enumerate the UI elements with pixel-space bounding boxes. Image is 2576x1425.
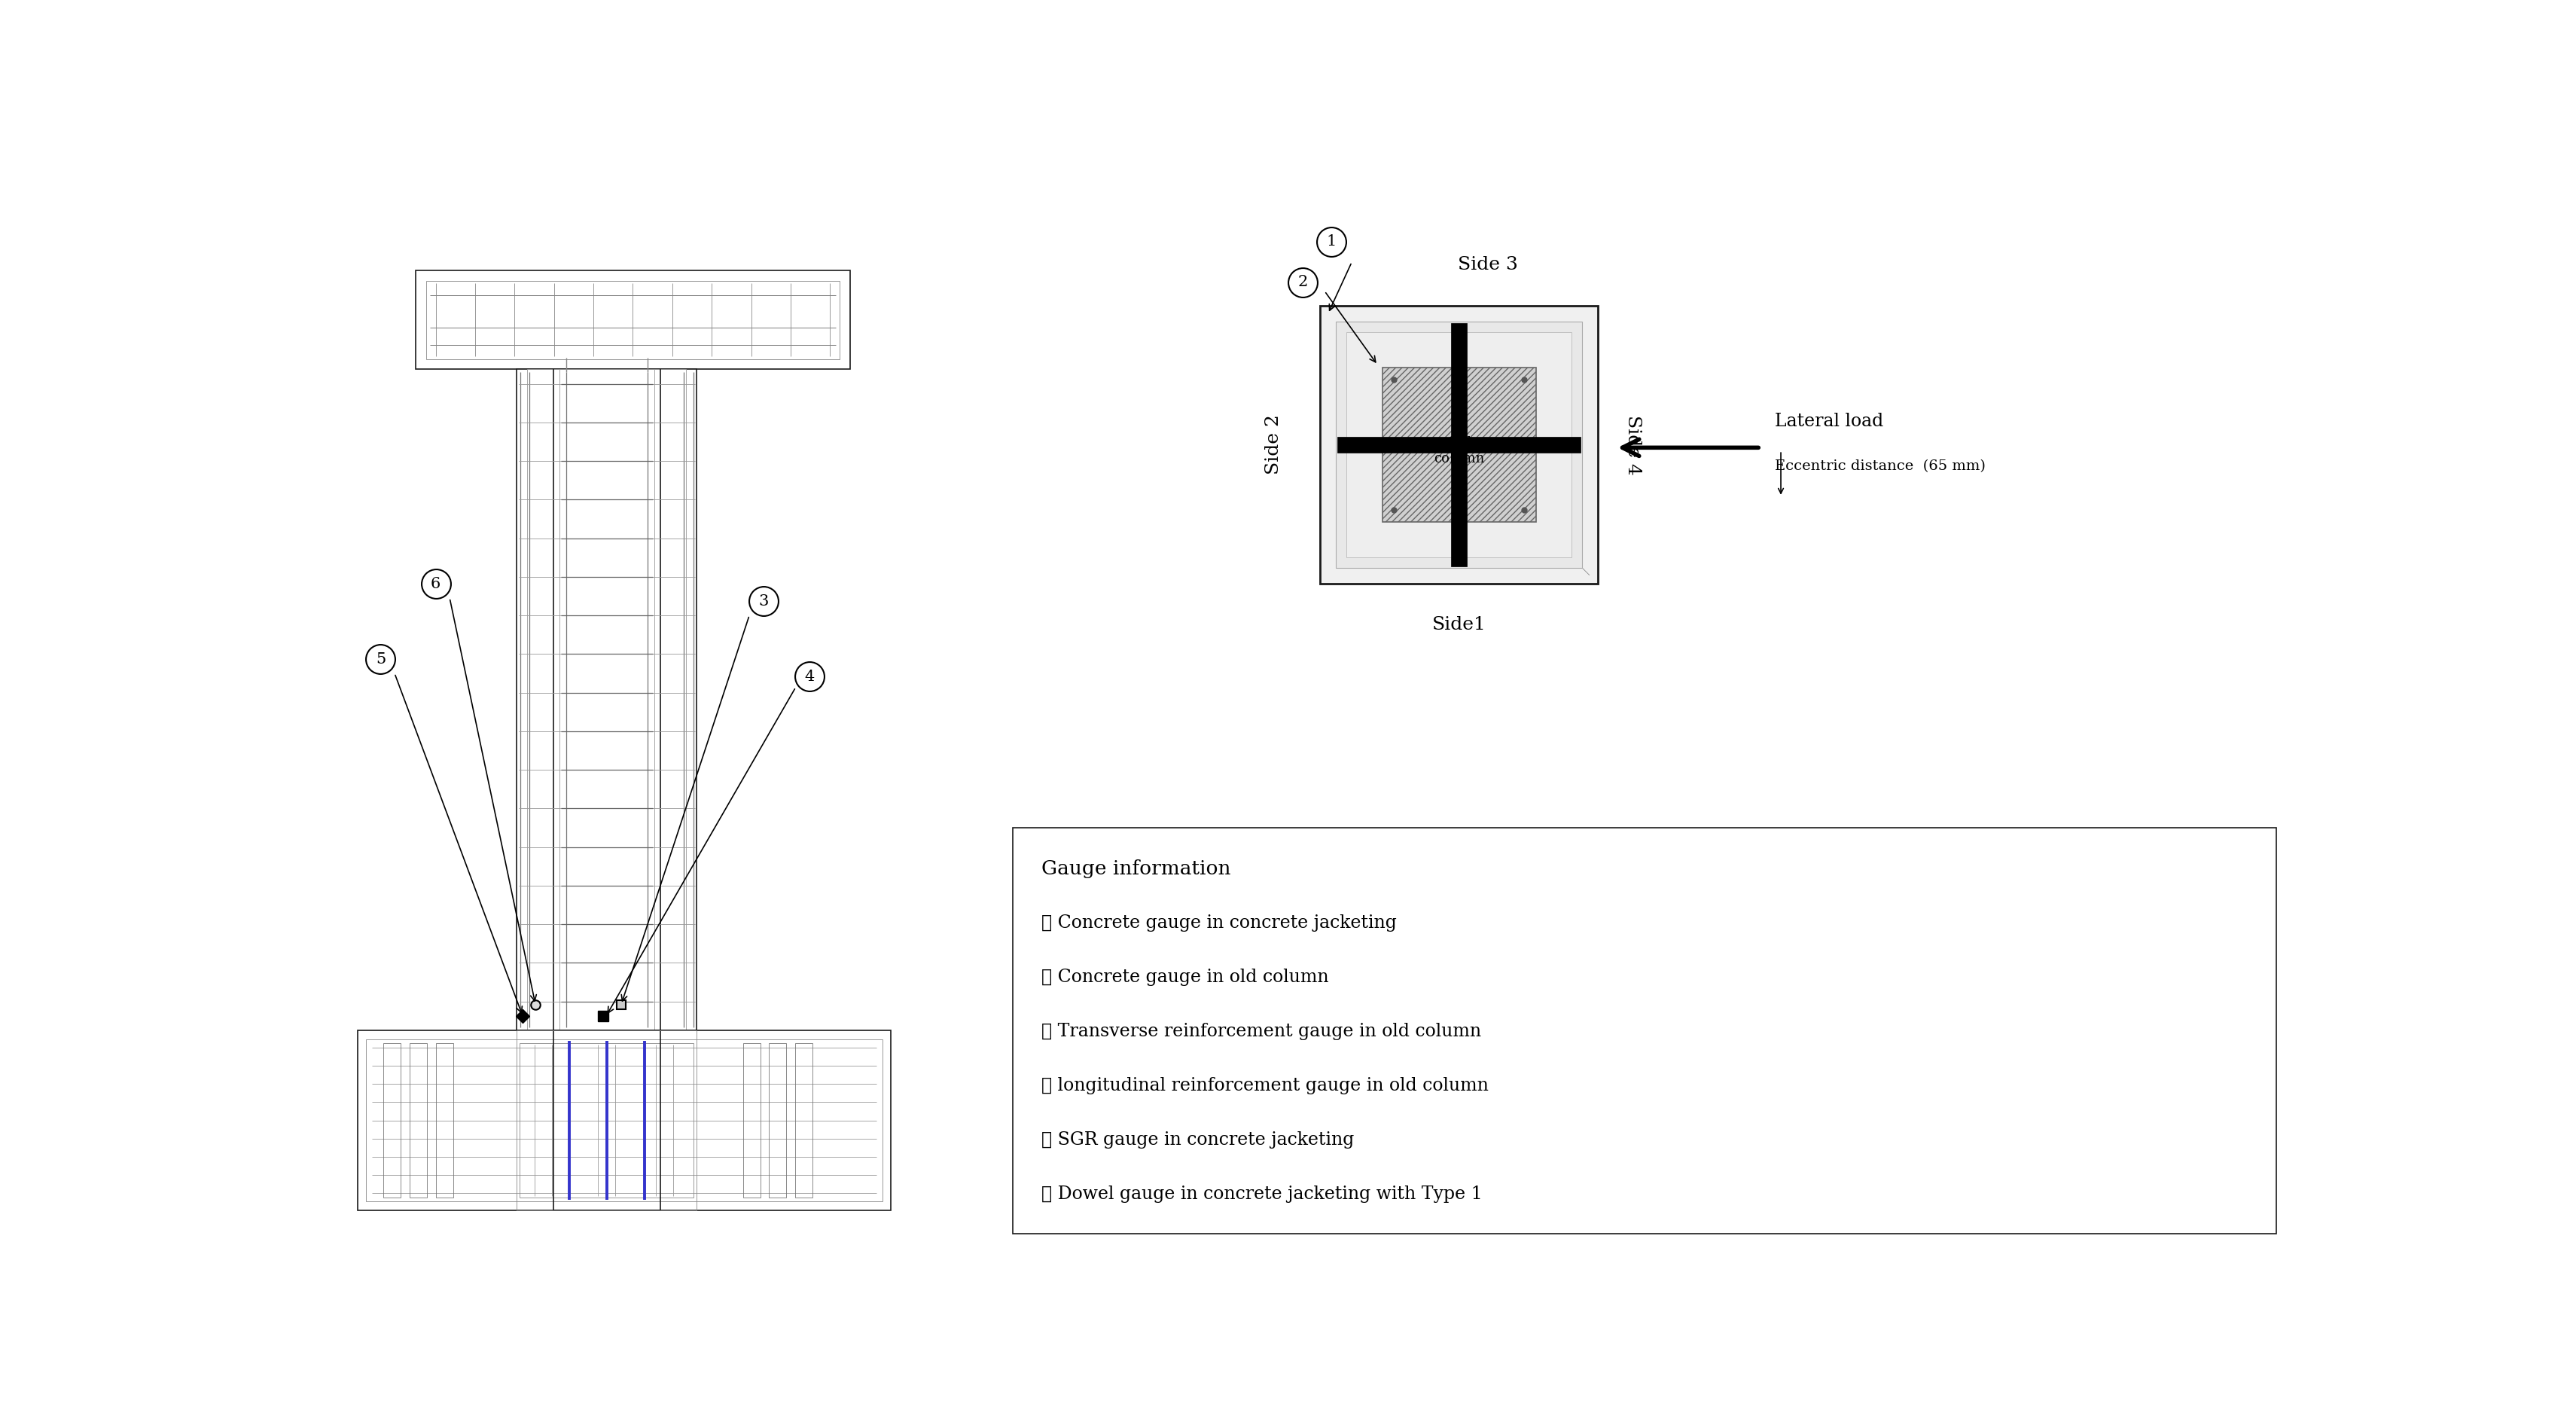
Bar: [435, 1043, 453, 1197]
Bar: [770, 1043, 786, 1197]
Text: Lateral load: Lateral load: [1775, 413, 1883, 430]
Text: 5: 5: [376, 653, 386, 667]
Bar: [528, 369, 685, 1030]
Text: Side 4: Side 4: [1625, 415, 1641, 475]
Bar: [366, 1039, 881, 1201]
Bar: [1347, 332, 1571, 557]
Bar: [1337, 436, 1582, 453]
Text: ① Concrete gauge in concrete jacketing: ① Concrete gauge in concrete jacketing: [1041, 915, 1396, 932]
Bar: [742, 1043, 760, 1197]
Bar: [358, 1030, 891, 1210]
Bar: [796, 1043, 811, 1197]
Text: 4: 4: [804, 670, 814, 684]
Bar: [1337, 322, 1582, 567]
Text: Gauge information: Gauge information: [1041, 859, 1231, 878]
Text: 6: 6: [430, 577, 440, 591]
Bar: [384, 1043, 402, 1197]
Text: ③ Transverse reinforcement gauge in old column: ③ Transverse reinforcement gauge in old …: [1041, 1023, 1481, 1040]
Text: ⑥ Dowel gauge in concrete jacketing with Type 1: ⑥ Dowel gauge in concrete jacketing with…: [1041, 1186, 1484, 1203]
Bar: [410, 1043, 428, 1197]
Bar: [1450, 323, 1468, 566]
Text: Old
column: Old column: [1435, 436, 1484, 465]
Bar: [415, 271, 850, 369]
Bar: [554, 1030, 659, 1210]
Bar: [520, 1043, 693, 1197]
Bar: [1383, 368, 1535, 522]
Bar: [1012, 828, 2277, 1234]
Text: 3: 3: [757, 594, 768, 608]
Text: ④ longitudinal reinforcement gauge in old column: ④ longitudinal reinforcement gauge in ol…: [1041, 1077, 1489, 1094]
Text: 2: 2: [1298, 275, 1309, 289]
Bar: [518, 1030, 696, 1210]
Text: Side 2: Side 2: [1265, 415, 1283, 475]
Text: Eccentric distance  (65 mm): Eccentric distance (65 mm): [1775, 459, 1986, 473]
Text: Side1: Side1: [1432, 616, 1486, 633]
Text: ② Concrete gauge in old column: ② Concrete gauge in old column: [1041, 969, 1329, 986]
Text: Side 3: Side 3: [1458, 256, 1517, 274]
Bar: [518, 369, 696, 1030]
Text: ⑤ SGR gauge in concrete jacketing: ⑤ SGR gauge in concrete jacketing: [1041, 1131, 1355, 1149]
Text: 1: 1: [1327, 235, 1337, 249]
Bar: [425, 281, 840, 359]
Bar: [1319, 305, 1597, 584]
